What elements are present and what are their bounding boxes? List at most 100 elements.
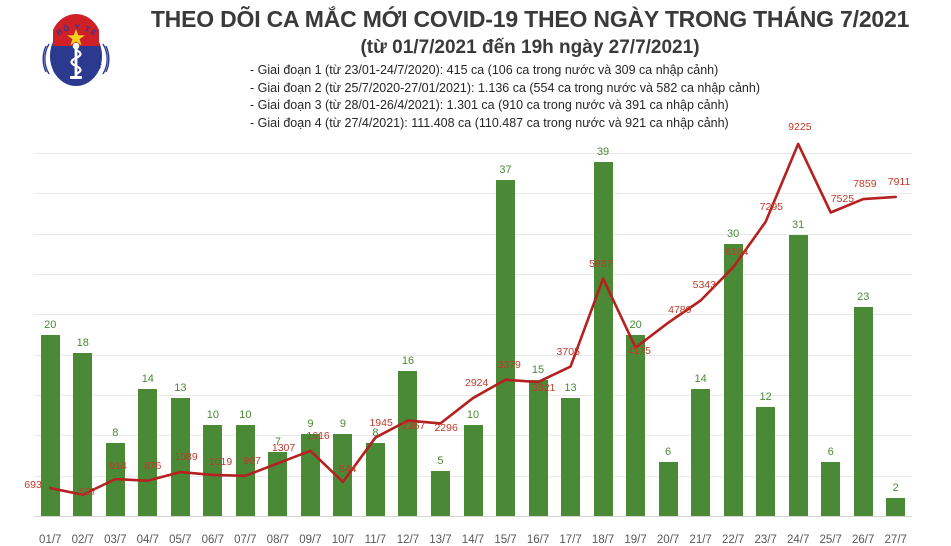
bar-10-7[interactable] [333,434,353,516]
bar-label-14-7: 10 [466,409,480,422]
bar-label-24-7: 31 [792,218,805,231]
line-label-01-7: 693 [24,479,42,492]
bar-label-23-7: 12 [759,391,772,404]
bar-label-15-7: 37 [499,164,512,177]
bar-label-04-7: 14 [141,372,154,385]
bar-label-05-7: 13 [174,382,187,395]
chart-subtitle: (từ 01/7/2021 đến 19h ngày 27/7/2021) [360,37,700,58]
chart-plot-wrapper: 0100020003000400050006000700080009000 05… [0,121,951,546]
bar-26-7[interactable] [853,307,873,516]
bar-label-22-7: 30 [727,227,740,240]
line-label-15-7: 3379 [497,358,521,371]
bar-label-08-7: 7 [274,436,281,449]
line-label-08-7: 1307 [271,442,296,455]
bar-17-7[interactable] [561,398,581,516]
bar-label-01-7: 20 [44,318,57,331]
bar-13-7[interactable] [430,470,450,516]
line-label-19-7: 4175 [627,344,651,357]
title-block: THEO DÕI CA MẮC MỚI COVID-19 THEO NGÀY T… [120,4,940,61]
bar-label-07-7: 10 [239,409,252,422]
bar-27-7[interactable] [886,497,906,516]
line-label-09-7: 1616 [306,429,330,442]
bar-24-7[interactable] [788,234,808,516]
bar-label-25-7: 6 [827,445,834,458]
bar-label-12-7: 16 [401,354,415,367]
line-label-04-7: 876 [143,459,162,472]
line-label-07-7: 997 [243,454,261,467]
bar-14-7[interactable] [463,425,483,516]
phase-line-2: - Giai đoạn 2 (từ 25/7/2020-27/01/2021):… [250,80,760,95]
gridline-5000 [34,314,912,316]
gridline-7000 [34,233,912,235]
bar-label-13-7: 5 [437,454,444,467]
bar-23-7[interactable] [756,407,776,516]
bar-25-7[interactable] [821,461,841,516]
gridline-8000 [34,193,912,195]
bar-label-10-7: 9 [339,418,346,431]
gridline-9000 [34,153,912,154]
chart-title: THEO DÕI CA MẮC MỚI COVID-19 THEO NGÀY T… [150,6,910,32]
phase-line-1: - Giai đoạn 1 (từ 23/01-24/7/2020): 415 … [250,63,719,77]
line-label-12-7: 2367 [401,419,426,432]
line-label-14-7: 2924 [465,377,489,390]
bar-label-11-7: 8 [372,427,379,440]
line-label-27-7: 7911 [887,175,911,188]
bar-label-03-7: 8 [112,427,119,440]
bar-label-17-7: 13 [564,382,577,395]
bar-label-06-7: 10 [206,409,219,422]
cases-line [48,142,898,497]
chart-header: BỘ Y TẾ MINISTRY OF HEALTH THEO DÕI CA M… [0,0,951,140]
line-label-06-7: 1019 [208,455,233,468]
bar-01-7[interactable] [40,334,60,516]
line-label-18-7: 5887 [589,257,613,270]
line-series-layer [48,142,898,497]
bar-label-27-7: 2 [892,481,899,494]
bar-08-7[interactable] [268,452,288,516]
bar-11-7[interactable] [365,443,385,516]
bar-22-7[interactable] [723,243,743,516]
line-label-05-7: 1089 [174,451,198,464]
phase-line-3: - Giai đoạn 3 (từ 28/01-26/4/2021): 1.30… [250,98,729,113]
gridline-6000 [34,274,912,275]
line-label-10-7: 844 [338,462,357,475]
bar-21-7[interactable] [691,388,711,516]
bar-label-20-7: 6 [665,445,672,458]
gridline-3000 [34,395,912,396]
bar-20-7[interactable] [658,461,678,516]
bar-label-21-7: 14 [694,372,707,385]
line-label-25-7: 7525 [830,193,855,206]
gridline-4000 [34,354,912,356]
line-label-21-7: 5343 [692,279,716,292]
bar-04-7[interactable] [138,388,158,516]
bar-12-7[interactable] [398,370,418,516]
bar-19-7[interactable] [626,334,646,516]
phase-line-4: - Giai đoạn 4 (từ 27/4/2021): 111.408 ca… [250,115,729,130]
line-label-03-7: 914 [109,460,127,473]
bar-label-09-7: 9 [307,418,314,431]
line-label-16-7: 3321 [532,382,556,395]
phase-summary-list: - Giai đoạn 1 (từ 23/01-24/7/2020): 415 … [236,62,936,132]
bar-label-16-7: 15 [531,363,545,376]
bar-label-26-7: 23 [857,291,870,304]
bar-label-19-7: 20 [629,318,642,331]
ministry-of-health-logo: BỘ Y TẾ MINISTRY OF HEALTH [26,2,124,102]
bar-07-7[interactable] [235,425,255,516]
x-tick-27-7: 27/7 [884,534,907,546]
line-label-11-7: 1945 [369,416,393,429]
line-label-24-7: 9225 [788,120,812,133]
line-label-02-7: 527 [78,485,97,498]
bar-15-7[interactable] [496,180,516,516]
bar-16-7[interactable] [528,379,548,516]
line-label-22-7: 6164 [725,246,749,259]
bar-label-18-7: 39 [596,146,610,159]
bar-18-7[interactable] [593,162,613,516]
line-label-13-7: 2296 [434,422,458,435]
gridline-0 [34,516,912,517]
line-label-26-7: 7859 [853,178,877,191]
bar-06-7[interactable] [203,425,223,516]
bar-05-7[interactable] [170,398,190,516]
bar-02-7[interactable] [73,352,93,516]
line-label-23-7: 7295 [759,200,784,213]
line-label-17-7: 3705 [556,345,580,358]
bar-label-02-7: 18 [76,336,89,349]
